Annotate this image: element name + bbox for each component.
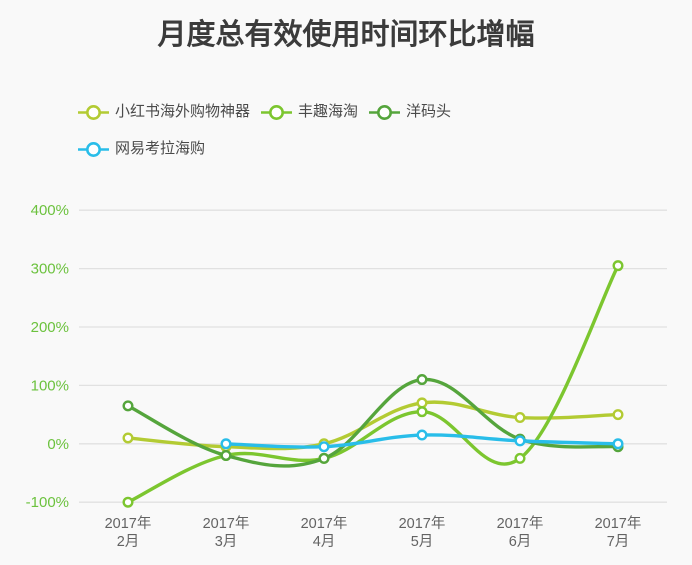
legend-item-label: 小红书海外购物神器 [115, 103, 251, 120]
data-point-marker [514, 412, 526, 424]
data-point-marker [122, 432, 134, 444]
series-line [126, 400, 620, 451]
data-point-marker [612, 260, 624, 272]
legend-line-marker-icon [261, 104, 293, 120]
legend-line-marker-icon [369, 104, 401, 120]
data-point-marker [318, 452, 330, 464]
chart-title: 月度总有效使用时间环比增幅 [157, 19, 535, 51]
data-point-marker [514, 435, 526, 447]
x-axis-tick-label: 2017年 3月 [203, 515, 250, 550]
y-axis-tick-label: 400% [31, 202, 69, 219]
legend-line-marker-icon [78, 141, 109, 157]
data-point-marker [122, 496, 134, 508]
y-axis-tick-label: 0% [47, 436, 69, 453]
x-axis-tick-label: 2017年 6月 [497, 515, 544, 550]
data-point-marker [612, 438, 624, 450]
x-axis-tick-label: 2017年 5月 [399, 515, 446, 550]
x-axis-tick-label: 2017年 4月 [301, 515, 348, 550]
data-point-marker [220, 449, 232, 461]
y-axis-tick-label: 100% [31, 377, 69, 394]
data-point-marker [318, 441, 330, 453]
y-axis-tick-label: -100% [26, 494, 69, 511]
data-point-marker [416, 397, 428, 409]
legend-item[interactable]: 丰趣海淘 [261, 100, 358, 124]
data-point-marker [416, 429, 428, 441]
legend-item-label: 网易考拉海购 [115, 140, 206, 157]
legend-item[interactable]: 网易考拉海购 [78, 137, 205, 161]
legend-item-label: 洋码头 [406, 103, 452, 120]
data-point-marker [416, 374, 428, 386]
data-point-marker [612, 409, 624, 421]
data-point-marker [514, 452, 526, 464]
legend-line-marker-icon [78, 104, 109, 120]
legend-item[interactable]: 洋码头 [369, 100, 451, 124]
data-point-marker [220, 438, 232, 450]
chart-legend: 小红书海外购物神器 丰趣海淘 洋码头网易考拉海购 [78, 100, 514, 161]
legend-item[interactable]: 小红书海外购物神器 [78, 100, 250, 124]
x-axis-tick-label: 2017年 2月 [105, 515, 152, 550]
legend-item-label: 丰趣海淘 [298, 103, 359, 120]
x-axis-tick-label: 2017年 7月 [595, 515, 642, 550]
y-axis-tick-label: 300% [31, 261, 69, 278]
y-axis-tick-label: 200% [31, 319, 69, 336]
data-point-marker [122, 400, 134, 412]
series-line [126, 263, 620, 504]
data-point-marker [416, 406, 428, 418]
